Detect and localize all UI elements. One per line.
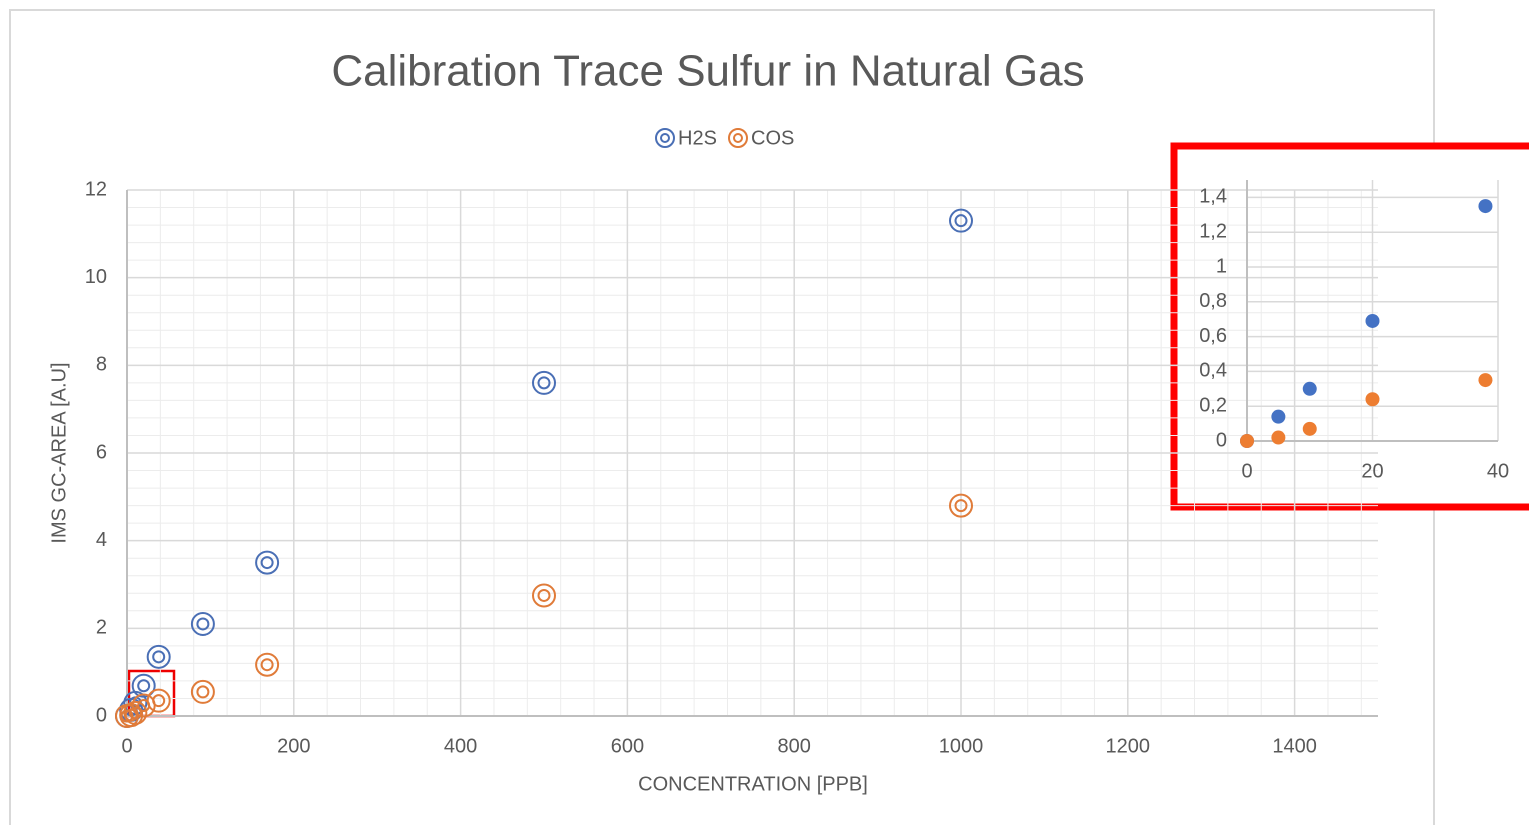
marker-ring	[146, 644, 171, 669]
marker-ring	[537, 376, 551, 390]
marker	[1240, 434, 1254, 448]
marker	[1271, 430, 1286, 445]
marker-ring	[255, 652, 280, 677]
marker	[1478, 373, 1493, 388]
marker	[131, 673, 156, 698]
marker-ring	[119, 703, 144, 728]
marker-ring	[196, 685, 210, 699]
y-tick-label: 10	[85, 266, 107, 288]
marker	[949, 493, 973, 518]
x-tick-label: 0	[1241, 460, 1252, 482]
marker	[123, 700, 148, 725]
marker-ring	[196, 617, 210, 631]
inset-frame	[1170, 142, 1529, 511]
marker-ring	[260, 556, 274, 570]
legend-marker	[728, 128, 748, 148]
x-tick-label: 1400	[1272, 735, 1317, 757]
marker	[190, 679, 215, 704]
marker	[1365, 392, 1380, 407]
x-tick-label: 20	[1361, 460, 1383, 482]
marker	[1478, 199, 1493, 214]
x-tick-label: 1200	[1106, 735, 1151, 757]
x-tick-label: 0	[121, 735, 132, 757]
marker	[949, 208, 973, 233]
marker-ring	[260, 658, 274, 672]
marker-ring	[949, 208, 973, 233]
y-tick-label: 2	[96, 617, 107, 639]
y-tick-label: 1,4	[1199, 186, 1227, 208]
marker-ring	[532, 583, 556, 608]
marker-ring	[954, 214, 968, 228]
y-tick-label: 4	[96, 529, 107, 551]
y-tick-label: 1	[1216, 255, 1227, 277]
marker-ring	[537, 588, 551, 602]
chart-title: Calibration Trace Sulfur in Natural Gas	[331, 47, 1084, 96]
legend-label: H2S	[678, 127, 717, 149]
marker-ring	[532, 370, 556, 395]
x-tick-label: 800	[778, 735, 811, 757]
marker-ring	[954, 499, 968, 513]
legend-label: COS	[751, 127, 794, 149]
marker-ring	[131, 673, 156, 698]
x-tick-label: 40	[1487, 460, 1509, 482]
y-tick-label: 0,2	[1199, 394, 1227, 416]
marker-ring	[190, 679, 215, 704]
marker-ring	[128, 706, 142, 720]
marker	[1302, 421, 1317, 436]
marker	[532, 370, 556, 395]
marker	[146, 688, 171, 713]
marker-ring	[255, 550, 280, 575]
x-tick-label: 200	[277, 735, 310, 757]
legend-marker	[733, 133, 743, 143]
legend-marker	[660, 133, 670, 143]
marker-ring	[152, 650, 166, 664]
y-tick-label: 6	[96, 441, 107, 463]
marker	[1365, 313, 1380, 328]
marker	[532, 583, 556, 608]
y-tick-label: 8	[96, 354, 107, 376]
x-tick-label: 400	[444, 735, 477, 757]
y-tick-label: 1,2	[1199, 220, 1227, 242]
marker	[146, 644, 171, 669]
marker-ring	[190, 611, 215, 636]
marker-ring	[137, 679, 151, 693]
marker-ring	[123, 700, 148, 725]
y-tick-label: 0,8	[1199, 290, 1227, 312]
x-tick-label: 600	[611, 735, 644, 757]
y-tick-label: 12	[85, 178, 107, 200]
marker	[255, 550, 280, 575]
x-tick-label: 1000	[939, 735, 984, 757]
x-axis-label: CONCENTRATION [PPB]	[638, 773, 868, 795]
marker-ring	[146, 688, 171, 713]
marker	[1302, 381, 1317, 396]
marker-ring	[152, 694, 166, 708]
marker	[1271, 409, 1286, 424]
marker-ring	[949, 493, 973, 518]
y-tick-label: 0,4	[1199, 360, 1227, 382]
y-tick-label: 0,6	[1199, 325, 1227, 347]
legend-marker	[655, 128, 675, 148]
y-tick-label: 0	[96, 704, 107, 726]
marker	[255, 652, 280, 677]
y-tick-label: 0	[1216, 429, 1227, 451]
y-axis-label: IMS GC-AREA [A.U]	[48, 362, 70, 543]
marker	[190, 611, 215, 636]
